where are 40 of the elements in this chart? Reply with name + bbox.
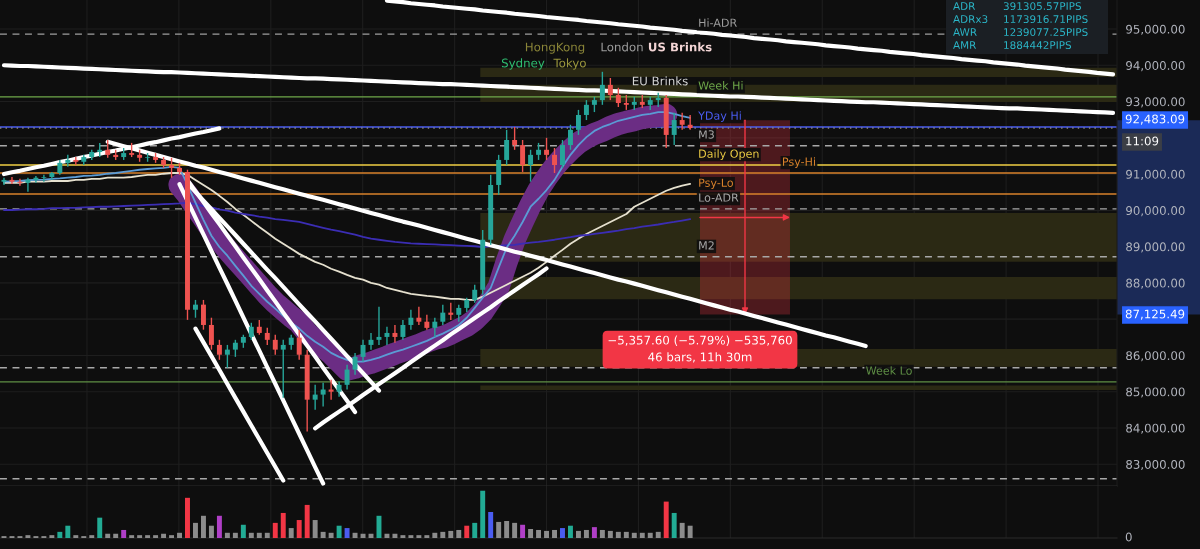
y-tick-label: 84,000.00 [1126, 423, 1185, 434]
ref-line-label: Lo-ADR [699, 193, 739, 202]
ref-line-label: M3 [699, 130, 714, 139]
y-tick-label: 83,000.00 [1126, 459, 1185, 471]
y-tick-label: 95,000.00 [1126, 24, 1185, 35]
annotation: 1173916.71PIPS [1004, 15, 1088, 24]
ref-line-label: Hi-ADR [699, 18, 737, 27]
text: 0 [1125, 532, 1132, 542]
annotation: 1884442PIPS [1004, 41, 1072, 50]
ref-line-label: Week Hi [698, 81, 743, 90]
y-tick-label: 85,000.00 [1126, 387, 1185, 398]
text: 87,125.49 [1125, 309, 1185, 320]
annotation: ADRx3 [953, 15, 988, 24]
ref-line-label: YDay Hi [698, 111, 741, 122]
y-tick-label: 94,000.00 [1126, 61, 1185, 72]
annotation: London [601, 42, 643, 52]
ref-line-label: Daily Open [699, 149, 759, 161]
annotation: AWR [953, 28, 977, 36]
y-tick-label: 91,000.00 [1126, 169, 1185, 180]
annotation: Sydney [501, 58, 545, 70]
annotation: US Brinks [648, 42, 712, 52]
text: 92,483.09 [1125, 114, 1185, 125]
y-tick-label: 89,000.00 [1126, 242, 1185, 253]
y-tick-label: 88,000.00 [1126, 278, 1185, 289]
annotation: ADR [953, 2, 976, 10]
annotation: AMR [953, 41, 977, 49]
text: 11:09 [1126, 136, 1159, 146]
annotation: 391305.57PIPS [1003, 2, 1081, 11]
annotation: EU Brinks [632, 76, 688, 86]
annotation: Tokyo [553, 58, 586, 70]
ref-line-label: Week Lo [866, 366, 912, 375]
annotation: HongKong [525, 42, 585, 54]
y-tick-label: 93,000.00 [1126, 97, 1185, 108]
y-tick-label: 86,000.00 [1126, 351, 1185, 362]
ref-line-label: M2 [699, 241, 714, 250]
annotation: 1239077.25PIPS [1004, 28, 1088, 37]
band-label: −5,357.60 (−5.79%) −535,760 46 bars, 11h 30m [608, 335, 792, 363]
y-tick-label: 90,000.00 [1126, 206, 1185, 217]
ref-line-label: Psy-Lo [699, 178, 733, 190]
ref-line-label: Psy-Hi [782, 157, 815, 168]
